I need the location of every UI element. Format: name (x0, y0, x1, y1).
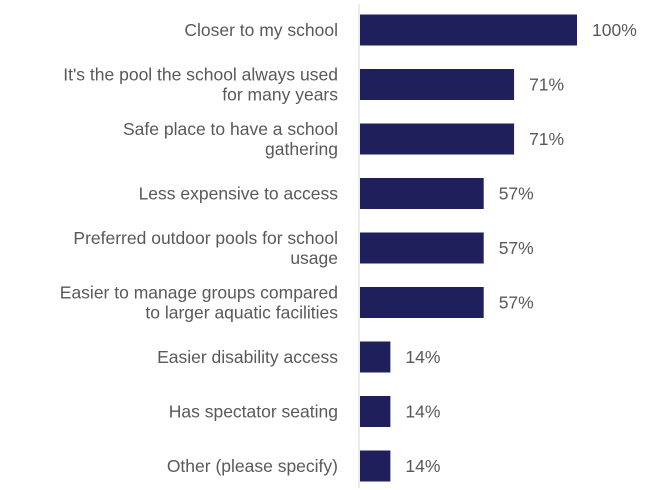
category-labels: Closer to my school It's the pool the sch… (60, 20, 338, 476)
bar (360, 450, 391, 482)
category-label-line: It's the pool the school always used (63, 65, 338, 85)
category-label: Other (please specify) (167, 456, 338, 476)
category-label-line: usage (290, 248, 338, 268)
category-label: Safe place to have a school gathering (123, 119, 338, 159)
value-labels: 100% 71% 71% 57% 57% 57% 14% 14% 14% (405, 20, 636, 476)
bar (360, 341, 391, 373)
value-label: 14% (405, 347, 440, 367)
category-label-line: Closer to my school (184, 20, 338, 40)
category-label-line: for many years (222, 85, 338, 105)
value-label: 71% (529, 129, 564, 149)
bar (360, 287, 484, 318)
value-label: 71% (529, 75, 564, 95)
category-label: Easier to manage groups compared to large… (60, 283, 338, 323)
value-label: 100% (592, 20, 637, 40)
bar (360, 232, 484, 264)
category-label-line: Easier disability access (157, 347, 338, 367)
category-label-line: Less expensive to access (139, 184, 339, 204)
bar (360, 396, 391, 427)
category-label: It's the pool the school always used for … (63, 65, 338, 105)
category-label-line: Easier to manage groups compared (60, 283, 338, 303)
bar (360, 178, 484, 209)
value-label: 57% (499, 184, 534, 204)
category-label: Has spectator seating (169, 402, 338, 422)
value-label: 14% (405, 402, 440, 422)
category-label: Easier disability access (157, 347, 338, 367)
category-label: Preferred outdoor pools for school usage (73, 228, 338, 268)
value-label: 57% (499, 238, 534, 258)
category-label: Closer to my school (184, 20, 338, 40)
category-label-line: to larger aquatic facilities (145, 303, 338, 323)
category-label-line: gathering (265, 139, 338, 159)
value-label: 14% (405, 456, 440, 476)
category-label: Less expensive to access (139, 184, 339, 204)
category-label-line: Safe place to have a school (123, 119, 338, 139)
category-label-line: Preferred outdoor pools for school (73, 228, 338, 248)
bars (360, 14, 577, 482)
value-label: 57% (499, 293, 534, 313)
bar (360, 14, 577, 46)
bar (360, 123, 515, 155)
bar (360, 69, 515, 100)
category-label-line: Other (please specify) (167, 456, 338, 476)
category-label-line: Has spectator seating (169, 402, 338, 422)
